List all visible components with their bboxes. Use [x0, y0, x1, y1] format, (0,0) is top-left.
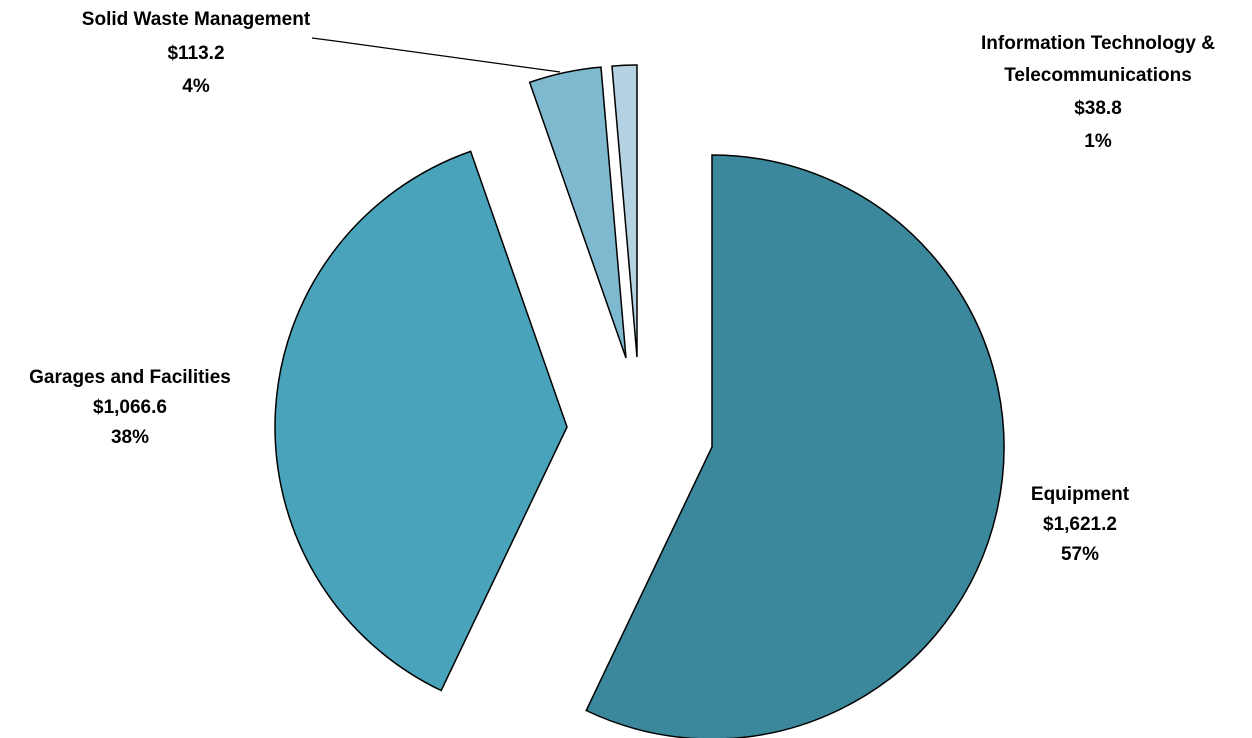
label-equipment-name: Equipment	[1031, 484, 1130, 505]
label-it-percent: 1%	[1084, 131, 1112, 152]
label-it-name-2: Telecommunications	[1004, 65, 1192, 86]
label-garages-value: $1,066.6	[93, 397, 167, 418]
label-solid-waste-percent: 4%	[182, 76, 210, 97]
label-solid-waste: Solid Waste Management $113.2 4%	[82, 9, 311, 97]
label-solid-waste-name: Solid Waste Management	[82, 9, 311, 30]
label-it: Information Technology & Telecommunicati…	[981, 33, 1215, 152]
slice-equipment	[585, 154, 1005, 738]
label-garages-percent: 38%	[111, 427, 149, 448]
label-equipment-percent: 57%	[1061, 544, 1099, 565]
label-garages-name: Garages and Facilities	[29, 367, 231, 388]
slice-information-technology	[611, 64, 638, 358]
slice-solid-waste-management	[528, 66, 627, 359]
label-garages: Garages and Facilities $1,066.6 38%	[29, 367, 231, 448]
pie-slices	[274, 64, 1005, 738]
slice-garages-and-facilities	[274, 150, 568, 692]
solid-waste-leader-line	[311, 37, 561, 73]
label-it-value: $38.8	[1074, 98, 1122, 119]
label-it-name-1: Information Technology &	[981, 33, 1215, 54]
label-equipment: Equipment $1,621.2 57%	[1031, 484, 1130, 565]
label-equipment-value: $1,621.2	[1043, 514, 1117, 535]
label-solid-waste-value: $113.2	[167, 43, 224, 64]
